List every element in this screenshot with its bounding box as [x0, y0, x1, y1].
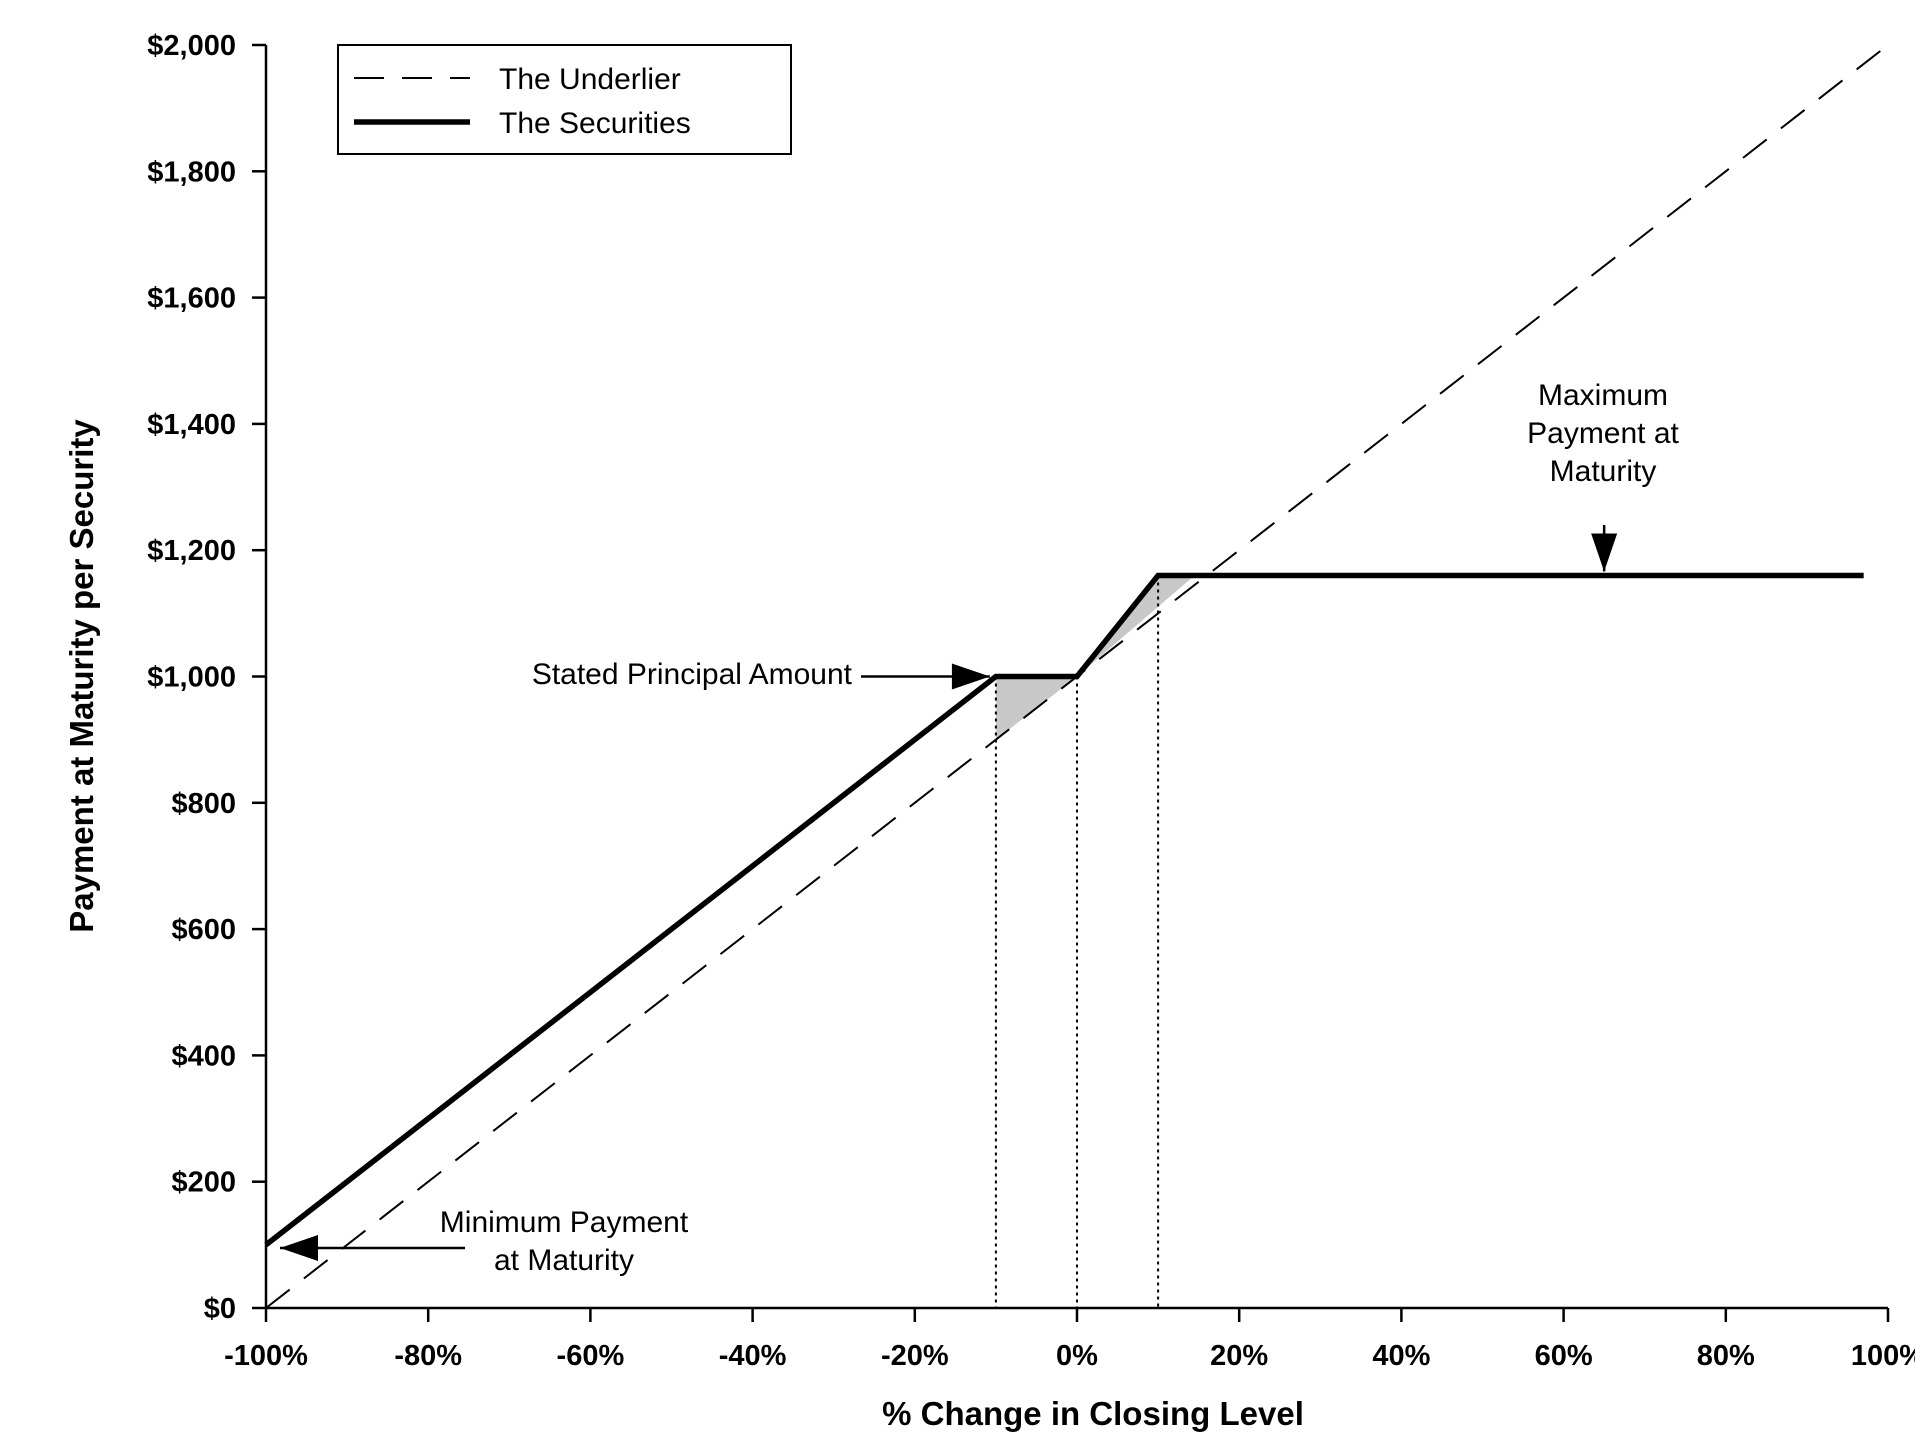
x-axis-title: % Change in Closing Level	[882, 1395, 1304, 1432]
annotation-minimum-text: at Maturity	[494, 1244, 634, 1277]
x-tick-label: 0%	[1056, 1340, 1098, 1372]
y-tick-label: $400	[171, 1040, 236, 1072]
x-tick-label: -40%	[719, 1340, 787, 1372]
annotation-maximum-text: Payment at	[1527, 417, 1679, 450]
arrow-stated-head	[951, 663, 990, 690]
arrow-maximum-head	[1591, 533, 1618, 572]
y-tick-label: $1,400	[147, 409, 236, 441]
reference-lines	[994, 575, 1160, 1308]
y-tick-label: $200	[171, 1167, 236, 1199]
y-tick-label: $2,000	[147, 30, 236, 62]
x-axis-ticks: -100% -80% -60% -40% -20% 0% 20% 40% 60% 80% 100%	[224, 1308, 1915, 1372]
annotation-minimum-text: Minimum Payment	[440, 1206, 689, 1239]
legend: The Underlier The Securities	[337, 44, 792, 155]
y-axis-ticks: $0 $200 $400 $600 $800 $1,000 $1,200 $1,400 $1,6…	[147, 30, 266, 1325]
y-tick-label: $800	[171, 788, 236, 820]
y-tick-label: $1,200	[147, 535, 236, 567]
x-tick-label: 100%	[1851, 1340, 1915, 1372]
series-line-securities	[264, 572, 1864, 1248]
y-axis-title: Payment at Maturity per Security	[63, 419, 100, 933]
x-tick-label: -60%	[557, 1340, 625, 1372]
annotation-stated-text: Stated Principal Amount	[532, 658, 853, 691]
annotation-maximum-text: Maturity	[1550, 455, 1657, 488]
x-tick-label: 80%	[1697, 1340, 1755, 1372]
y-tick-label: $600	[171, 914, 236, 946]
x-tick-label: 20%	[1210, 1340, 1268, 1372]
series-lines	[264, 44, 1889, 1309]
x-tick-label: 40%	[1372, 1340, 1430, 1372]
legend-label-underlier: The Underlier	[499, 63, 681, 96]
shaded-region-1	[1077, 575, 1195, 677]
annotation-maximum-text: Maximum	[1538, 379, 1668, 412]
y-tick-label: $0	[204, 1293, 236, 1325]
arrow-minimum-head	[280, 1235, 318, 1261]
x-tick-label: 60%	[1535, 1340, 1593, 1372]
x-tick-label: -80%	[394, 1340, 462, 1372]
annotations: Stated Principal Amount Maximum Payment at…	[280, 379, 1680, 1277]
legend-label-securities: The Securities	[499, 107, 691, 140]
y-tick-label: $1,800	[147, 156, 236, 188]
y-tick-label: $1,600	[147, 283, 236, 315]
y-tick-label: $1,000	[147, 662, 236, 694]
x-tick-label: -100%	[224, 1340, 308, 1372]
legend-box	[337, 44, 792, 155]
x-tick-label: -20%	[881, 1340, 949, 1372]
